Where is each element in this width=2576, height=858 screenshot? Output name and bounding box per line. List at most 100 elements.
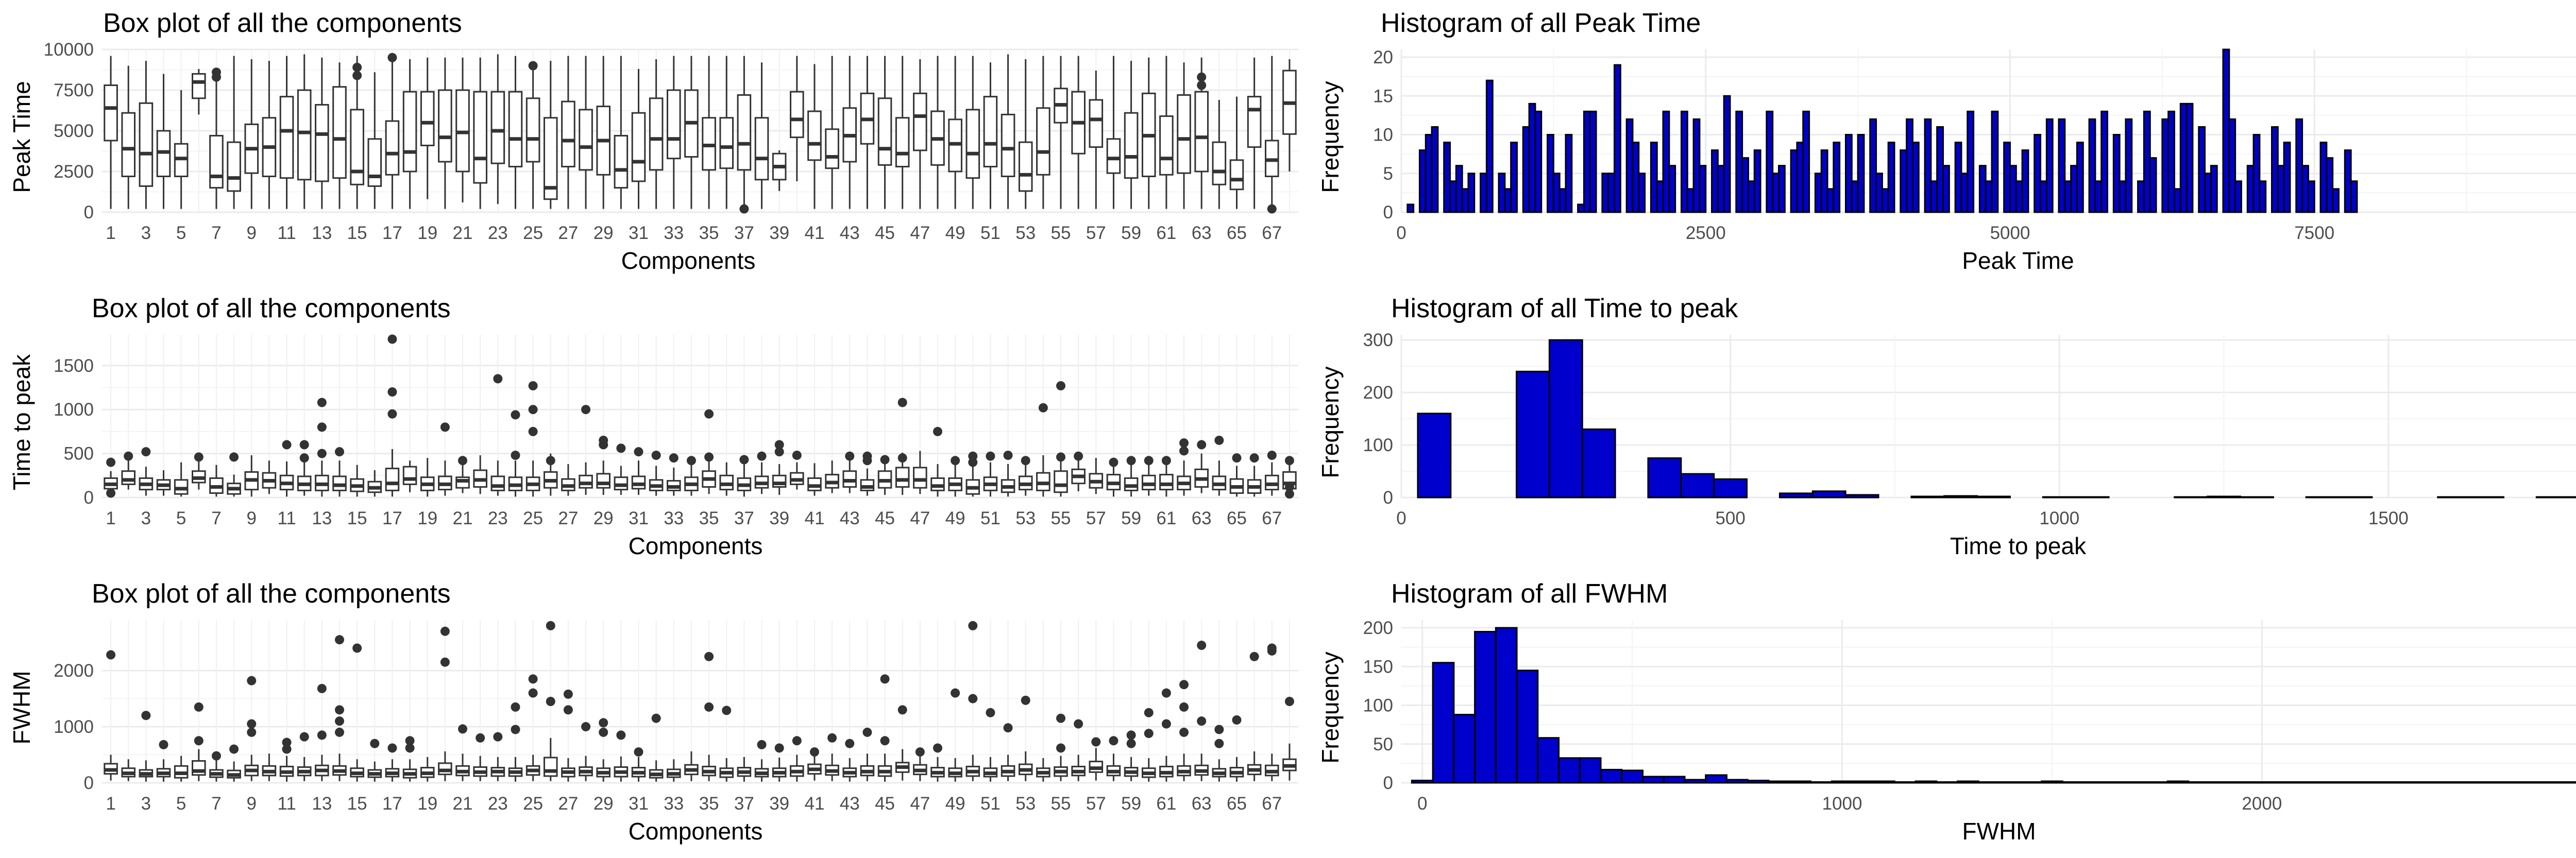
box-component-41 xyxy=(807,463,822,496)
x-tick-label: 33 xyxy=(664,794,684,814)
box-component-35 xyxy=(702,754,716,781)
histogram-bar xyxy=(2112,134,2121,213)
histogram-peak-time-title: Histogram of all Peak Time xyxy=(1381,8,1701,38)
box-iqr xyxy=(877,97,892,166)
box-component-33 xyxy=(666,467,681,496)
box-component-68 xyxy=(1282,59,1297,171)
histogram-bar xyxy=(2198,126,2206,213)
box-iqr xyxy=(315,104,329,182)
box-component-24 xyxy=(508,460,523,497)
histogram-bar xyxy=(1857,134,1865,213)
outlier-point xyxy=(511,451,520,460)
box-component-53 xyxy=(1018,462,1033,496)
outlier-point xyxy=(1179,727,1189,737)
boxplot-fwhm-gridlines xyxy=(102,620,1298,784)
histogram-bar xyxy=(2250,781,2274,784)
histogram-bar xyxy=(2033,134,2042,213)
histogram-bar xyxy=(1558,757,1581,784)
x-tick-label: 13 xyxy=(312,794,332,814)
box-iqr xyxy=(1194,91,1209,173)
box-component-24 xyxy=(508,757,523,782)
box-component-54 xyxy=(1036,758,1050,782)
boxplot-peak-time-x-ticks: 1 3 5 7 9 11 13 15 17 19 21 23 25 27 29 31 33 35 37 39 41 43 4… xyxy=(106,223,1282,243)
x-tick-label: 67 xyxy=(1262,223,1282,243)
box-component-52 xyxy=(1001,754,1015,781)
y-tick-label: 0 xyxy=(1383,202,1393,222)
x-tick-label: 13 xyxy=(312,508,332,528)
x-tick-label: 0 xyxy=(1396,223,1406,243)
outlier-point xyxy=(1179,446,1189,456)
box-iqr xyxy=(192,73,206,99)
box-component-9 xyxy=(244,59,259,209)
histogram-peak-time-panel: Histogram of all Peak Time Peak Time Fre… xyxy=(1317,8,2576,274)
outlier-point xyxy=(1197,641,1207,650)
histogram-bar xyxy=(1504,188,1512,213)
box-iqr xyxy=(1089,99,1104,148)
boxplot-peak-time-ylabel: Peak Time xyxy=(8,81,35,193)
box-component-30 xyxy=(614,466,629,495)
box-component-38 xyxy=(754,62,769,209)
box-component-10 xyxy=(262,460,277,494)
boxplot-peak-time-panel: Box plot of all the components Component… xyxy=(8,8,1298,274)
box-component-54 xyxy=(1036,56,1050,209)
histogram-bar xyxy=(1844,494,1879,499)
histogram-bar xyxy=(2344,149,2352,213)
box-component-1 xyxy=(104,754,118,781)
outlier-point xyxy=(933,743,942,753)
outlier-point xyxy=(1056,452,1066,462)
histogram-bar xyxy=(1978,165,1987,213)
outlier-point xyxy=(493,374,503,384)
box-component-45 xyxy=(877,753,892,782)
histogram-bar xyxy=(2009,165,2017,213)
x-tick-label: 1500 xyxy=(2368,508,2409,528)
box-component-12 xyxy=(297,461,312,496)
box-iqr xyxy=(1124,112,1139,179)
x-tick-label: 7 xyxy=(211,223,221,243)
histogram-bar xyxy=(1881,188,1889,213)
histogram-bar xyxy=(2332,188,2340,213)
outlier-point xyxy=(1284,456,1294,466)
x-tick-label: 49 xyxy=(945,223,965,243)
histogram-bar xyxy=(2229,781,2252,784)
histogram-bar xyxy=(1991,110,1999,213)
histogram-bar xyxy=(1625,118,1634,213)
histogram-bar xyxy=(1516,670,1539,784)
box-component-42 xyxy=(825,460,839,493)
outlier-point xyxy=(757,451,767,461)
box-component-63 xyxy=(1194,453,1209,493)
box-component-48 xyxy=(930,56,945,209)
y-tick-label: 200 xyxy=(1363,383,1393,403)
histogram-bar xyxy=(2293,781,2315,784)
outlier-point xyxy=(106,650,116,660)
box-component-26 xyxy=(543,737,558,781)
box-component-36 xyxy=(719,56,734,209)
y-tick-label: 7500 xyxy=(54,80,94,100)
outlier-point xyxy=(616,443,626,453)
y-tick-label: 500 xyxy=(64,444,94,464)
box-component-36 xyxy=(719,462,734,496)
outlier-point xyxy=(968,621,978,630)
histogram-bar xyxy=(1711,149,1719,213)
outlier-point xyxy=(352,62,362,72)
box-iqr xyxy=(614,134,629,189)
box-component-34 xyxy=(684,56,699,209)
histogram-bar xyxy=(1600,768,1623,784)
x-tick-label: 13 xyxy=(312,223,332,243)
histogram-bar xyxy=(2334,781,2358,784)
histogram-bar xyxy=(1425,134,1433,213)
box-component-66 xyxy=(1247,57,1262,209)
histogram-bar xyxy=(1579,757,1602,784)
histogram-bar xyxy=(1699,165,1707,213)
x-tick-label: 47 xyxy=(910,223,930,243)
box-component-59 xyxy=(1124,757,1139,781)
x-tick-label: 15 xyxy=(347,223,367,243)
box-iqr xyxy=(807,110,822,161)
histogram-bar xyxy=(1411,779,1434,784)
histogram-bar xyxy=(2174,188,2181,213)
box-iqr xyxy=(1054,470,1068,493)
x-tick-label: 5 xyxy=(176,794,186,814)
box-component-38 xyxy=(754,462,769,494)
histogram-bar xyxy=(1869,118,1877,213)
box-component-55 xyxy=(1054,756,1068,781)
outlier-point xyxy=(387,334,397,344)
